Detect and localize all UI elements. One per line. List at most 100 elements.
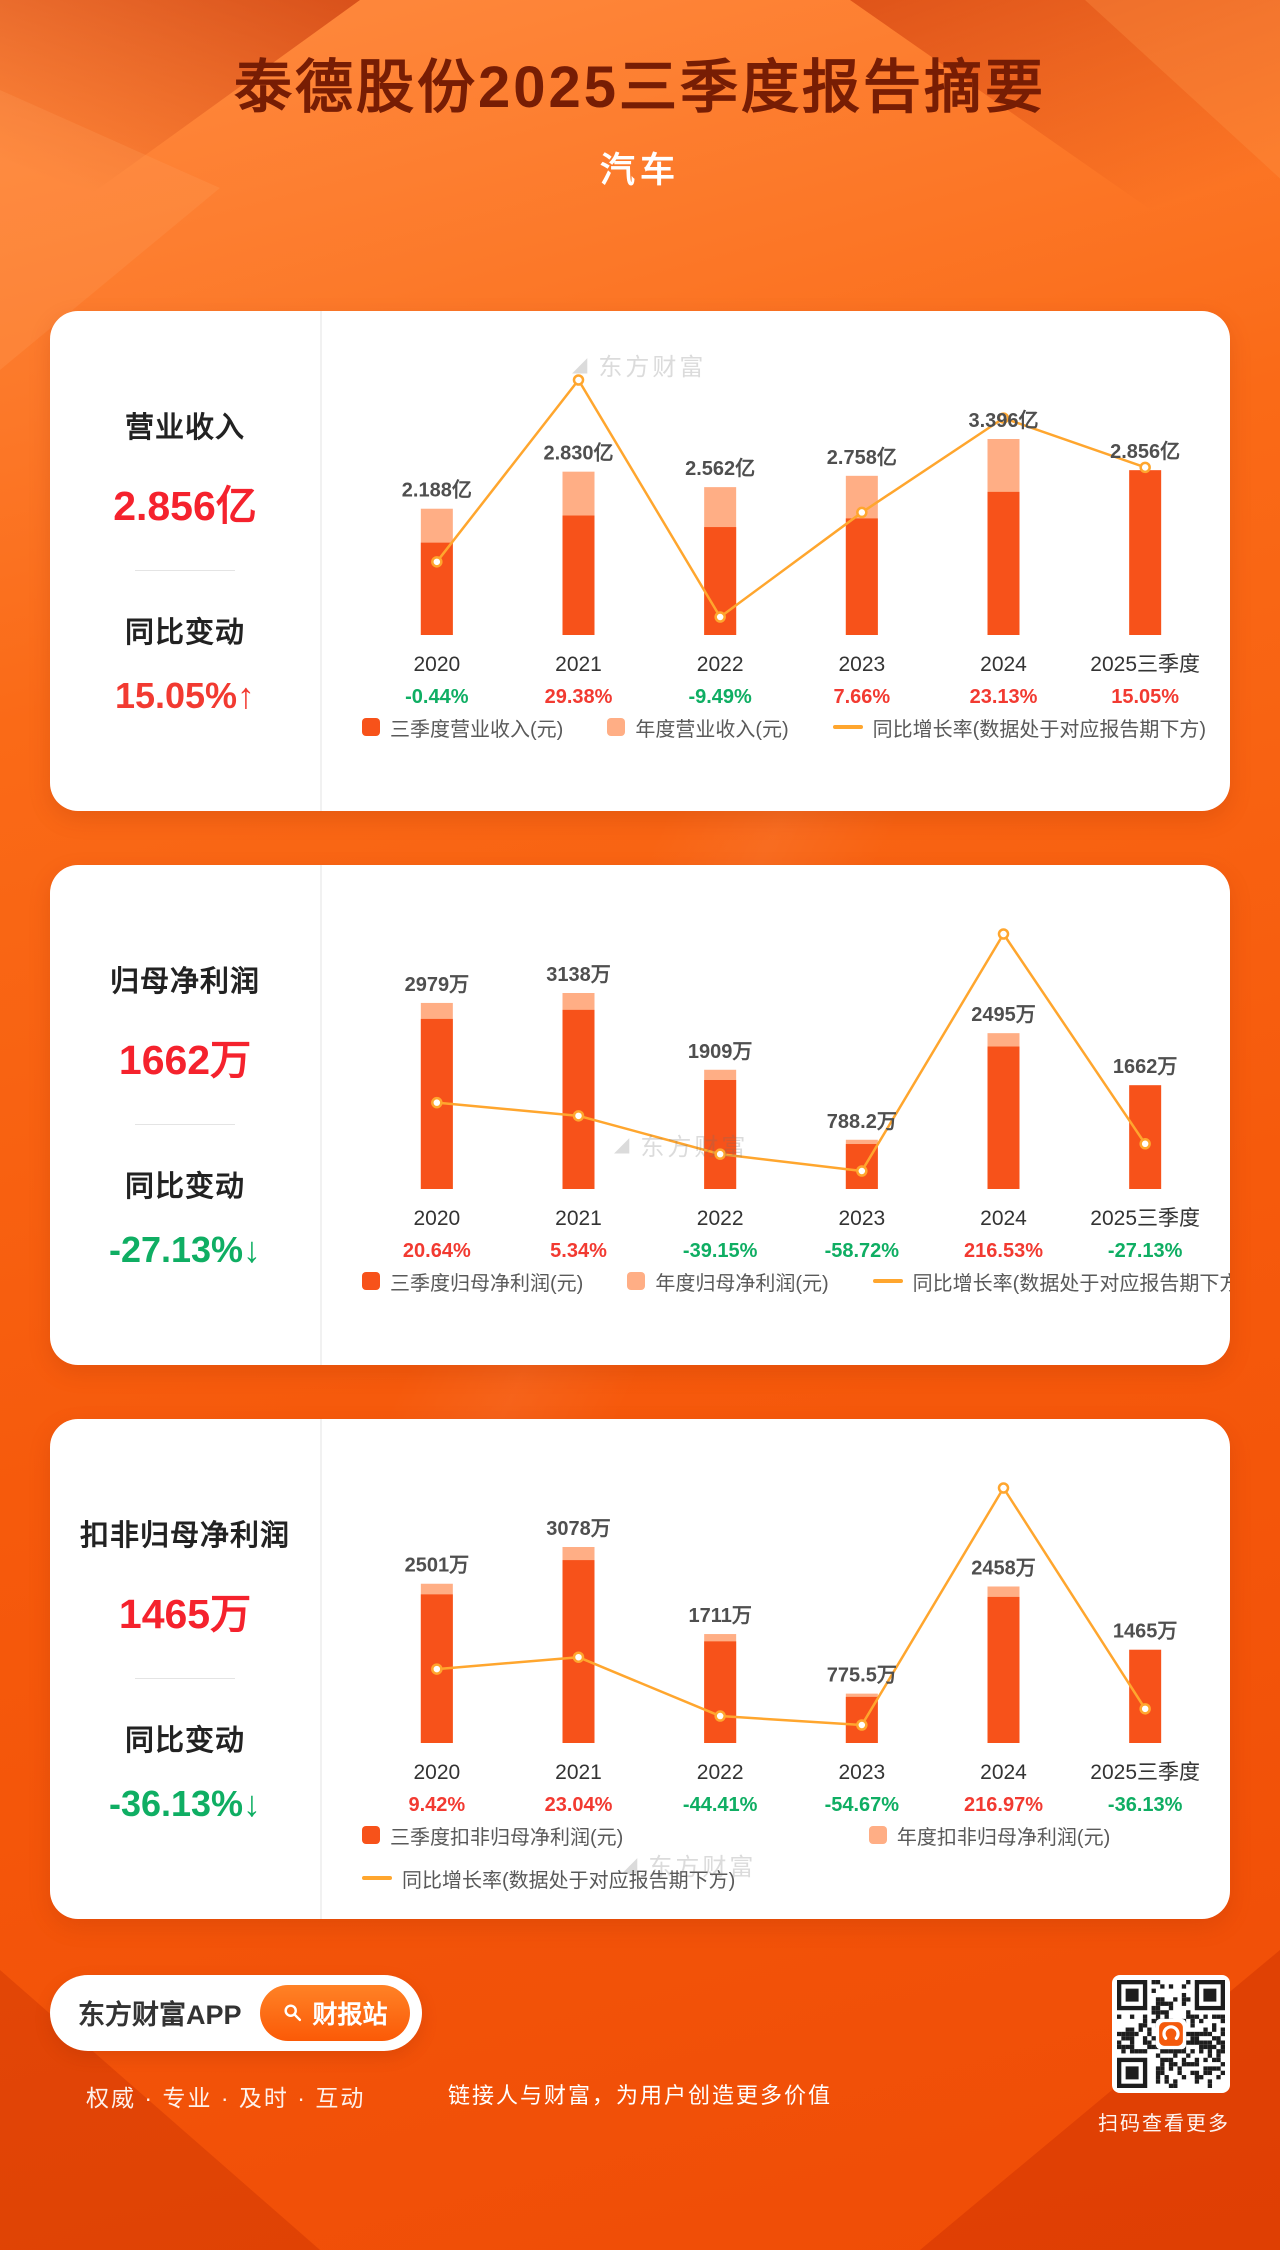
legend-label: 年度归母净利润(元) <box>655 1272 829 1295</box>
q3-bar <box>987 491 1020 635</box>
category-label: 2025三季度 <box>1090 1761 1200 1784</box>
category-label: 2025三季度 <box>1090 1207 1200 1230</box>
revenue-chart: 2.188亿 2020 -0.44% 2.830亿 2021 29.38% 2.562亿 20… <box>402 374 1200 707</box>
report-station-label: 财报站 <box>312 2000 388 2029</box>
bar-value-label: 2501万 <box>405 1555 470 1577</box>
bar-value-label: 1909万 <box>688 1041 753 1063</box>
q3-bar <box>704 1079 737 1189</box>
bar-value-label: 3078万 <box>546 1518 611 1540</box>
net-profit-panel: 归母净利润 1662万 同比变动 -27.13%↓ ◢ 东方财富 2979万 202… <box>50 864 1230 1365</box>
growth-line <box>435 378 1146 619</box>
annual-swatch-icon <box>627 1272 646 1291</box>
category-label: 2023 <box>838 653 885 676</box>
change-label: 同比变动 <box>124 617 245 650</box>
legend-label: 三季度归母净利润(元) <box>390 1272 584 1295</box>
q3-bar <box>987 1046 1020 1189</box>
deducted-net-profit-panel: 扣非归母净利润 1465万 同比变动 -36.13%↓ ◢ 东方财富 2501万 2… <box>50 1418 1230 1919</box>
change-value: -27.13%↓ <box>108 1229 262 1271</box>
growth-label: 20.64% <box>403 1240 471 1261</box>
bar-value-label: 2.830亿 <box>543 440 613 464</box>
growth-point <box>1139 1702 1151 1715</box>
category-label: 2020 <box>413 1207 460 1230</box>
industry-tag: 汽车 <box>599 150 680 190</box>
deducted-net-profit-legend: 三季度扣非归母净利润(元) 年度扣非归母净利润(元) 同比增长率(数据处于对应报… <box>336 1821 1230 1893</box>
q3-bar <box>1129 469 1162 635</box>
net-profit-summary: 归母净利润 1662万 同比变动 -27.13%↓ <box>50 864 322 1365</box>
category-label: 2020 <box>413 653 460 676</box>
growth-point <box>997 412 1010 424</box>
deducted-net-profit-chart: 2501万 2020 9.42% 3078万 2021 23.04% 1711万 2022 -4… <box>405 1482 1200 1815</box>
growth-point <box>431 555 443 568</box>
page-title: 泰德股份2025三季度报告摘要 <box>233 55 1047 120</box>
growth-label: 216.53% <box>964 1240 1043 1261</box>
annual-swatch-icon <box>868 1826 887 1845</box>
revenue-chart-area: ◢ 东方财富 2.188亿 2020 -0.44% 2.830亿 2021 29.38% 2.… <box>322 311 1230 811</box>
app-pill[interactable]: 东方财富APP 财报站 <box>50 1974 422 2051</box>
category-label: 2025三季度 <box>1090 653 1200 676</box>
growth-point <box>997 928 1010 940</box>
bar-value-label: 3.396亿 <box>968 408 1038 432</box>
growth-label: -27.13% <box>1108 1240 1183 1261</box>
category-label: 2021 <box>555 1207 602 1230</box>
bar-value-label: 2.758亿 <box>827 445 897 469</box>
category-label: 2021 <box>555 1761 602 1784</box>
deducted-net-profit-chart-area: ◢ 东方财富 2501万 2020 9.42% 3078万 2021 23.04% 1711万… <box>322 1419 1230 1919</box>
growth-label: 29.38% <box>545 686 613 707</box>
metric-name: 扣非归母净利润 <box>79 1520 290 1553</box>
q3-swatch-icon <box>362 718 380 737</box>
legend-label: 同比增长率(数据处于对应报告期下方) <box>872 718 1206 741</box>
bar-value-label: 3138万 <box>546 964 611 986</box>
growth-label: 7.66% <box>833 686 890 707</box>
net-profit-legend: 三季度归母净利润(元) 年度归母净利润(元) 同比增长率(数据处于对应报告期下方… <box>336 1267 1230 1296</box>
growth-point <box>431 1096 443 1109</box>
category-label: 2022 <box>697 1761 744 1784</box>
bar-value-label: 2458万 <box>971 1557 1036 1579</box>
net-profit-chart-area: ◢ 东方财富 2979万 2020 20.64% 3138万 2021 5.34% 1909万… <box>322 865 1230 1365</box>
growth-point <box>572 1651 585 1663</box>
change-value: 15.05%↑ <box>114 675 256 717</box>
change-value: -36.13%↓ <box>108 1783 262 1825</box>
category-label: 2024 <box>980 653 1027 676</box>
category-label: 2021 <box>555 653 602 676</box>
category-label: 2020 <box>413 1761 460 1784</box>
growth-label: 23.04% <box>545 1794 613 1815</box>
tagline: 权威 · 专业 · 及时 · 互动 <box>86 2084 366 2111</box>
q3-bar <box>562 1009 595 1189</box>
revenue-panel: 营业收入 2.856亿 同比变动 15.05%↑ ◢ 东方财富 2.188亿 202… <box>50 310 1230 811</box>
category-label: 2022 <box>697 1207 744 1230</box>
annual-swatch-icon <box>607 718 626 737</box>
q3-bar <box>987 1596 1020 1743</box>
bar-value-label: 775.5万 <box>827 1664 897 1686</box>
footer-promo: 东方财富APP 财报站 权威 · 专业 · 及时 · 互动 扫码查看更多 <box>50 1974 1230 2136</box>
legend-label: 年度扣非归母净利润(元) <box>896 1826 1111 1849</box>
line-swatch-icon <box>832 725 863 730</box>
growth-label: 15.05% <box>1111 686 1179 707</box>
legend-label: 同比增长率(数据处于对应报告期下方) <box>912 1272 1230 1295</box>
growth-label: -9.49% <box>688 686 752 707</box>
metric-value: 2.856亿 <box>113 483 257 530</box>
legend-item: 年度扣非归母净利润(元) <box>868 1821 1230 1850</box>
growth-label: -54.67% <box>825 1794 900 1815</box>
q3-bar <box>1129 1084 1162 1189</box>
q3-swatch-icon <box>362 1272 380 1291</box>
growth-label: -44.41% <box>683 1794 758 1815</box>
bar-value-label: 1711万 <box>688 1605 751 1627</box>
growth-line <box>436 932 1147 1173</box>
legend-label: 三季度扣非归母净利润(元) <box>390 1826 624 1849</box>
change-label: 同比变动 <box>124 1171 245 1204</box>
growth-point <box>714 611 726 623</box>
revenue-summary: 营业收入 2.856亿 同比变动 15.05%↑ <box>50 310 322 811</box>
divider <box>135 1124 235 1126</box>
divider <box>135 1678 235 1680</box>
bar-value-label: 2.188亿 <box>402 478 472 502</box>
legend-item: 年度营业收入(元) <box>607 713 789 742</box>
growth-label: 9.42% <box>408 1794 465 1815</box>
bar-value-label: 1465万 <box>1113 1621 1178 1643</box>
legend-item: 同比增长率(数据处于对应报告期下方) <box>362 1864 1230 1893</box>
growth-label: 23.13% <box>970 686 1038 707</box>
growth-label: 5.34% <box>550 1240 607 1261</box>
legend-item: 年度归母净利润(元) <box>627 1267 829 1296</box>
growth-point <box>997 1482 1010 1494</box>
legend-item: 同比增长率(数据处于对应报告期下方) <box>872 1267 1230 1296</box>
report-station-button[interactable]: 财报站 <box>259 1984 410 2041</box>
